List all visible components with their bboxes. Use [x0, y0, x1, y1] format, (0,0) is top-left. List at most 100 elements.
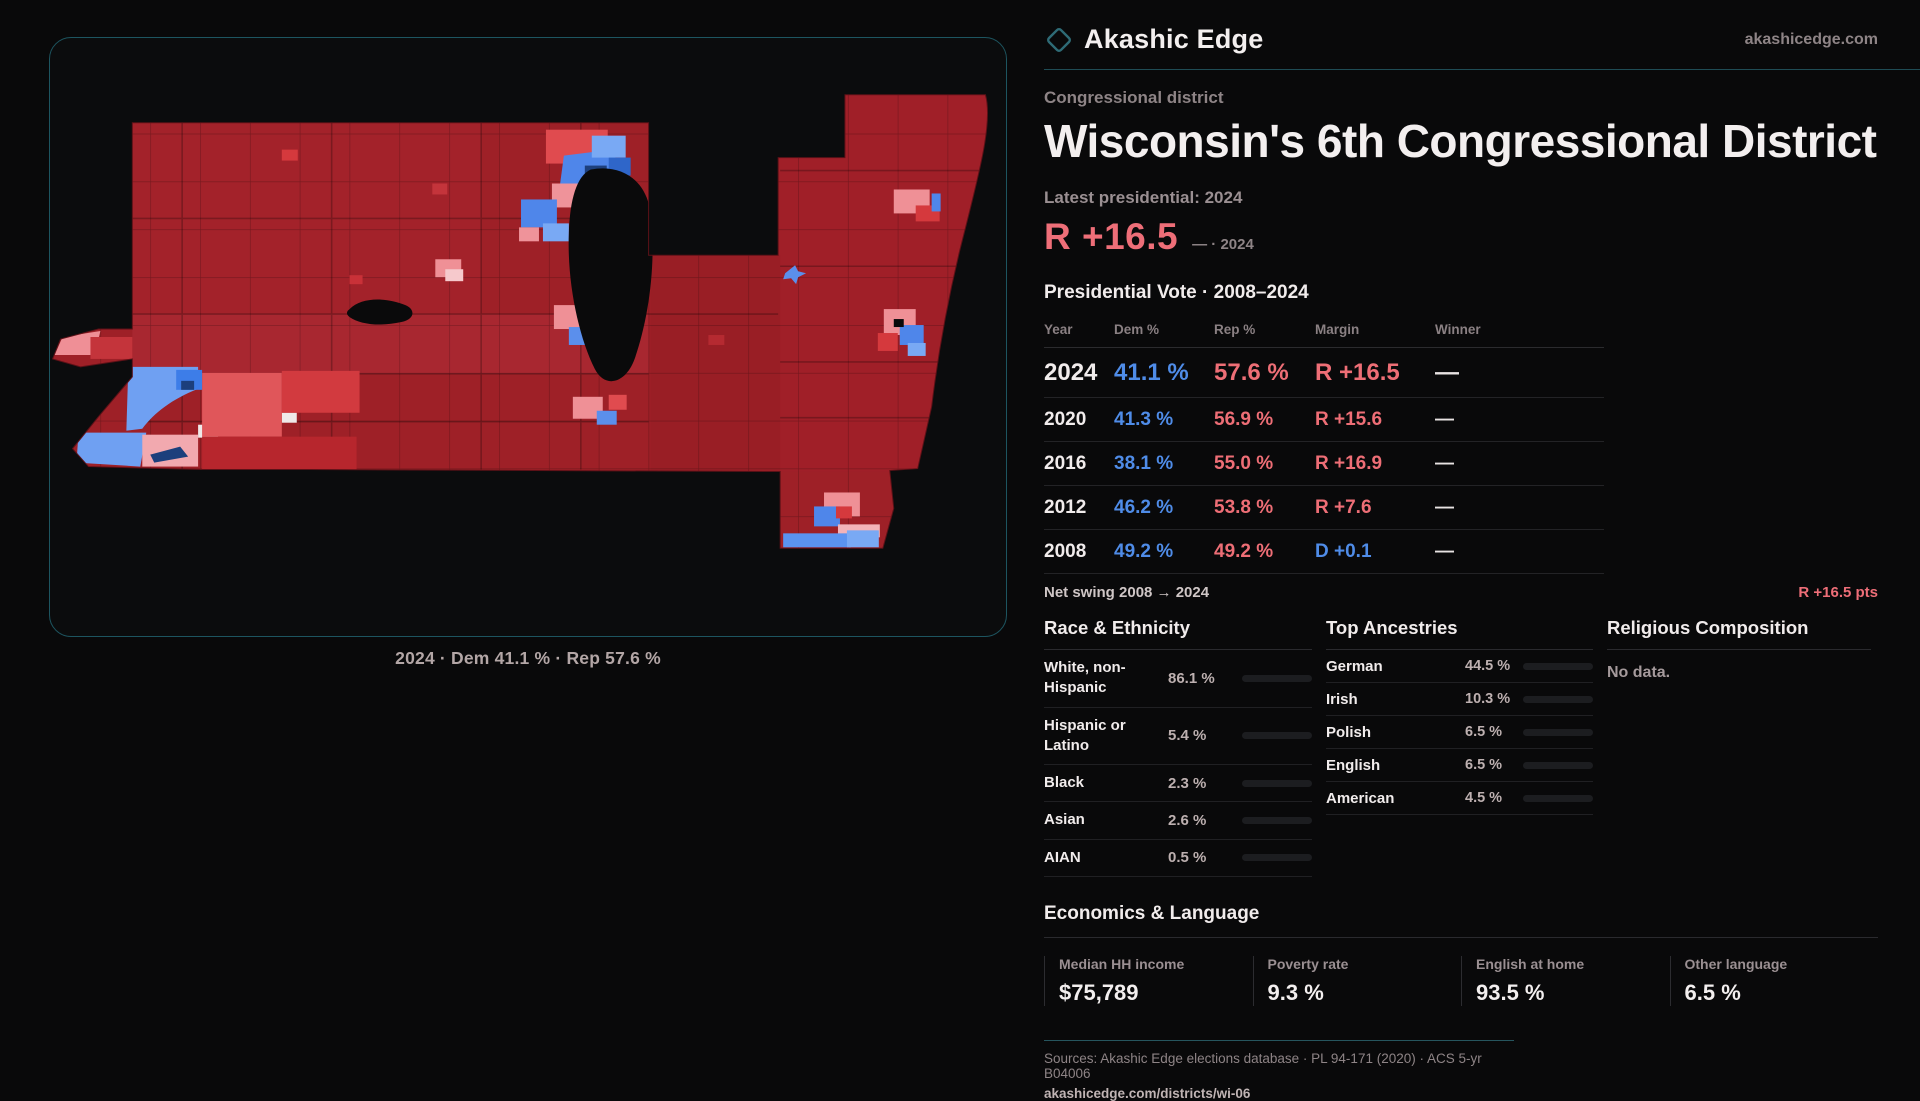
stat-block: English at home 93.5 % [1461, 955, 1670, 1006]
district-map[interactable] [50, 38, 1006, 636]
ancestry-row: American 4.5 % [1326, 782, 1593, 815]
cell-year: 2016 [1044, 452, 1087, 474]
ancestries-section: Top Ancestries German 44.5 % Irish 10.3 … [1326, 617, 1593, 877]
district-outline [51, 94, 989, 549]
cell-winner: — [1435, 540, 1454, 562]
ancestry-bar [1523, 695, 1593, 703]
cell-rep: 55.0 % [1214, 452, 1274, 474]
cell-rep: 57.6 % [1214, 358, 1289, 386]
vote-table-row: 2020 41.3 % 56.9 % R +15.6 — [1044, 398, 1604, 442]
brand[interactable]: Akashic Edge [1044, 24, 1263, 55]
stat-value: 93.5 % [1476, 979, 1545, 1005]
stat-label: Other language [1684, 955, 1788, 972]
race-label: Hispanic or Latino [1044, 716, 1126, 754]
race-row: Hispanic or Latino 5.4 % [1044, 708, 1312, 765]
vote-table: Year Dem % Rep % Margin Winner 2024 41.1… [1044, 314, 1604, 574]
ancestry-row: Irish 10.3 % [1326, 683, 1593, 716]
race-row: AIAN 0.5 % [1044, 840, 1312, 877]
lake-winnebago [346, 168, 653, 382]
ancestry-value: 6.5 % [1465, 757, 1503, 773]
cell-year: 2024 [1044, 358, 1098, 386]
col-rep: Rep % [1214, 322, 1256, 337]
ancestry-value: 4.5 % [1465, 790, 1503, 806]
stat-block: Other language 6.5 % [1669, 955, 1879, 1006]
cell-winner: — [1435, 408, 1454, 430]
brand-name: Akashic Edge [1084, 24, 1264, 54]
stat-label: Median HH income [1059, 955, 1185, 972]
cell-rep: 53.8 % [1214, 496, 1274, 518]
race-row: Black 2.3 % [1044, 765, 1312, 803]
diamond-logo-icon [1047, 27, 1071, 52]
race-value: 86.1 % [1168, 669, 1215, 687]
col-dem: Dem % [1114, 322, 1160, 337]
ancestry-label: German [1326, 657, 1383, 675]
cell-margin: R +15.6 [1315, 408, 1383, 430]
cell-dem: 41.1 % [1114, 358, 1189, 386]
stat-value: 9.3 % [1267, 979, 1324, 1005]
ancestry-row: German 44.5 % [1326, 650, 1593, 683]
race-title: Race & Ethnicity [1044, 617, 1312, 650]
stat-label: Poverty rate [1267, 955, 1349, 972]
race-rows: White, non-Hispanic 86.1 % Hispanic or L… [1044, 650, 1312, 877]
ancestry-bar [1523, 761, 1593, 769]
ancestry-label: Polish [1326, 723, 1372, 741]
cell-dem: 38.1 % [1114, 452, 1174, 474]
ancestry-rows: German 44.5 % Irish 10.3 % Polish 6.5 % … [1326, 650, 1593, 815]
race-row: White, non-Hispanic 86.1 % [1044, 650, 1312, 708]
col-year: Year [1044, 322, 1073, 337]
district-map-card[interactable] [49, 37, 1007, 637]
cell-margin: R +7.6 [1315, 496, 1372, 518]
race-row: Asian 2.6 % [1044, 802, 1312, 840]
vote-table-row: 2016 38.1 % 55.0 % R +16.9 — [1044, 442, 1604, 486]
religion-section: Religious Composition No data. [1607, 617, 1871, 877]
net-swing-label: Net swing 2008 → 2024 [1044, 584, 1210, 601]
latest-margin-value: R +16.5 [1044, 216, 1179, 257]
map-caption: 2024 · Dem 41.1 % · Rep 57.6 % [395, 648, 661, 668]
vote-table-header: Year Dem % Rep % Margin Winner [1044, 314, 1604, 348]
demographics-columns: Race & Ethnicity White, non-Hispanic 86.… [1044, 617, 1878, 877]
ancestry-row: English 6.5 % [1326, 749, 1593, 782]
religion-title: Religious Composition [1607, 617, 1871, 650]
site-link[interactable]: akashicedge.com [1744, 30, 1878, 48]
ancestry-value: 44.5 % [1465, 658, 1511, 674]
cell-dem: 46.2 % [1114, 496, 1174, 518]
race-label: Black [1044, 774, 1085, 791]
vote-table-title: Presidential Vote · 2008–2024 [1044, 282, 1309, 303]
district-panel: Akashic Edge akashicedge.com Congression… [1044, 24, 1920, 1101]
race-bar [1242, 854, 1312, 862]
latest-line: R +16.5 — · 2024 [1044, 216, 1878, 258]
ancestry-row: Polish 6.5 % [1326, 716, 1593, 749]
site-header: Akashic Edge akashicedge.com [1044, 24, 1920, 70]
cell-winner: — [1435, 358, 1459, 386]
ancestry-label: English [1326, 756, 1381, 774]
cell-year: 2020 [1044, 408, 1087, 430]
latest-label: Latest presidential: 2024 [1044, 188, 1243, 207]
stat-value: 6.5 % [1684, 979, 1741, 1005]
vote-table-row: 2012 46.2 % 53.8 % R +7.6 — [1044, 486, 1604, 530]
vote-table-row: 2008 49.2 % 49.2 % D +0.1 — [1044, 530, 1604, 574]
cell-margin: R +16.5 [1315, 358, 1400, 386]
race-label: Asian [1044, 811, 1085, 829]
cell-rep: 56.9 % [1214, 408, 1274, 430]
footer: Sources: Akashic Edge elections database… [1044, 1039, 1514, 1101]
vote-table-body: 2024 41.1 % 57.6 % R +16.5 — 2020 41.3 %… [1044, 348, 1604, 574]
district-landmass [52, 94, 988, 549]
ancestry-bar [1523, 662, 1593, 670]
ancestries-title: Top Ancestries [1326, 617, 1593, 650]
cell-margin: D +0.1 [1315, 540, 1372, 562]
race-value: 5.4 % [1168, 727, 1207, 745]
race-value: 2.6 % [1168, 811, 1207, 829]
stat-block: Median HH income $75,789 [1044, 955, 1253, 1006]
permalink[interactable]: akashicedge.com/districts/wi-06 [1044, 1085, 1251, 1101]
cell-dem: 49.2 % [1114, 540, 1174, 562]
net-swing-row: Net swing 2008 → 2024 R +16.5 pts [1044, 574, 1878, 609]
col-winner: Winner [1435, 322, 1481, 337]
race-bar [1242, 779, 1312, 787]
religion-empty-text: No data. [1607, 664, 1671, 681]
cell-rep: 49.2 % [1214, 540, 1274, 562]
race-value: 0.5 % [1168, 849, 1207, 867]
cell-year: 2008 [1044, 540, 1087, 562]
latest-margin-suffix: — · 2024 [1192, 236, 1254, 253]
race-value: 2.3 % [1168, 774, 1207, 792]
county-boundaries [132, 122, 988, 470]
